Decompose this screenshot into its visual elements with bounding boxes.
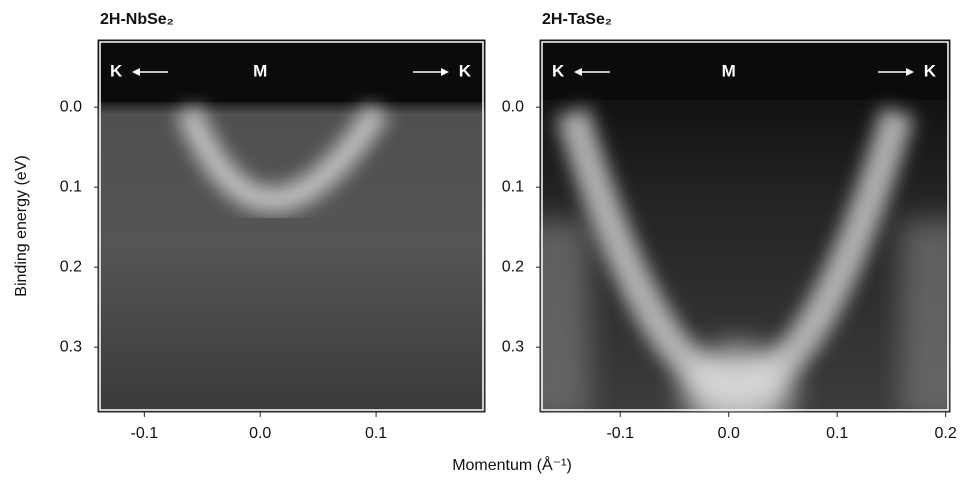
panel-border	[539, 39, 951, 413]
x-tick-label: 0.2	[935, 425, 957, 442]
x-axis-label: Momentum (Å⁻¹)	[452, 455, 572, 474]
panel-title: 2H-NbSe₂	[100, 11, 174, 28]
x-tick-label: 0.0	[718, 425, 740, 442]
annotation: M	[253, 61, 267, 80]
x-tick-label: -0.1	[606, 425, 634, 442]
image-panel-1	[98, 40, 485, 412]
panel-frame	[541, 41, 949, 411]
x-tick-label: -0.1	[131, 425, 159, 442]
x-tick-label: 0.1	[826, 425, 848, 442]
arrow-head	[132, 68, 140, 76]
annotation: K	[110, 61, 123, 80]
panel-frame	[99, 41, 484, 411]
y-tick-label: 0.0	[60, 98, 82, 115]
annotation: K	[924, 61, 937, 80]
y-tick-label: 0.3	[60, 338, 82, 355]
panel-title: 2H-TaSe₂	[542, 11, 612, 28]
image-panel-2	[540, 40, 950, 412]
y-tick-label: 0.3	[502, 338, 524, 355]
y-tick-label: 0.2	[502, 258, 524, 275]
x-tick-label: 0.0	[249, 425, 271, 442]
panel-border	[97, 39, 486, 413]
y-axis-label: Binding energy (eV)	[13, 155, 30, 296]
annotation: M	[722, 61, 736, 80]
x-tick-label: 0.1	[365, 425, 387, 442]
annotation: K	[552, 61, 565, 80]
y-tick-label: 0.2	[60, 258, 82, 275]
annotation: K	[459, 61, 472, 80]
y-tick-label: 0.1	[60, 178, 82, 195]
arrow-head	[574, 68, 582, 76]
arrow-head	[441, 68, 449, 76]
y-tick-label: 0.0	[502, 98, 524, 115]
y-tick-label: 0.1	[502, 178, 524, 195]
arrow-head	[906, 68, 914, 76]
